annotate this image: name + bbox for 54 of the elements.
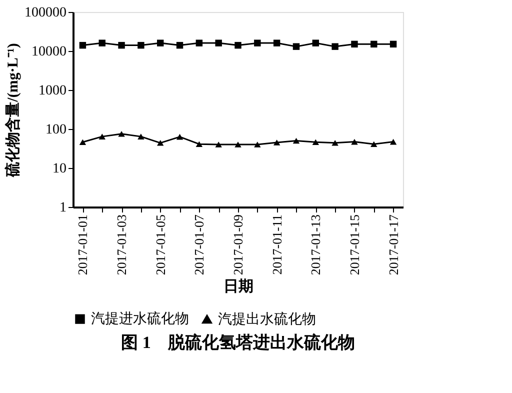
- point: [98, 134, 106, 140]
- point: [176, 42, 184, 49]
- x-tick-label: 2017-01-03: [114, 214, 130, 276]
- point: [118, 130, 125, 137]
- point: [273, 40, 280, 46]
- point: [254, 142, 261, 148]
- point: [332, 43, 338, 50]
- point: [157, 140, 164, 146]
- x-tick-label: 2017-01-13: [308, 214, 324, 276]
- point: [292, 43, 300, 50]
- point: [215, 142, 222, 148]
- x-tick-label: 2017-01-09: [230, 214, 246, 276]
- x-tick-label: 2017-01-05: [152, 214, 168, 276]
- point: [79, 139, 86, 146]
- point: [138, 134, 144, 140]
- legend-label: 汽提出水硫化物: [218, 311, 316, 328]
- y-tick-label: 100: [46, 122, 66, 138]
- point: [312, 139, 319, 146]
- y-tick-label: 10000: [32, 44, 66, 60]
- point: [292, 138, 300, 144]
- x-tick-label: 2017-01-11: [269, 214, 284, 275]
- point: [118, 42, 125, 49]
- y-tick-label: 1000: [38, 84, 66, 98]
- y-axis-title: 硫化物含量/(mg·L⁻¹): [4, 43, 22, 178]
- point: [351, 40, 358, 48]
- x-tick-label: 2017-01-07: [192, 214, 207, 276]
- point: [332, 140, 338, 146]
- point: [215, 40, 222, 46]
- point: [390, 40, 397, 48]
- point: [98, 40, 106, 46]
- y-tick-label: 100000: [24, 6, 66, 20]
- point: [79, 42, 86, 49]
- point: [176, 134, 184, 140]
- point: [370, 141, 378, 148]
- x-axis-title: 日期: [224, 278, 254, 296]
- point: [370, 40, 378, 48]
- x-tick-label: 2017-01-15: [346, 214, 362, 276]
- point: [196, 40, 203, 46]
- point: [234, 42, 242, 49]
- point: [254, 40, 261, 46]
- point: [196, 141, 203, 148]
- point: [351, 138, 358, 145]
- point: [273, 140, 280, 146]
- x-tick-label: 2017-01-17: [386, 214, 401, 276]
- point: [138, 42, 144, 49]
- point: [312, 40, 319, 46]
- point: [390, 138, 397, 145]
- legend-label: 汽提进水硫化物: [91, 311, 189, 328]
- text: 图 1 脱硫化氢塔进出水硫化物: [121, 333, 355, 352]
- point: [234, 142, 242, 148]
- x-tick-label: 2017-01-01: [75, 214, 90, 276]
- y-tick-label: 1: [60, 200, 66, 216]
- y-tick-label: 10: [52, 162, 66, 176]
- point: [157, 40, 164, 46]
